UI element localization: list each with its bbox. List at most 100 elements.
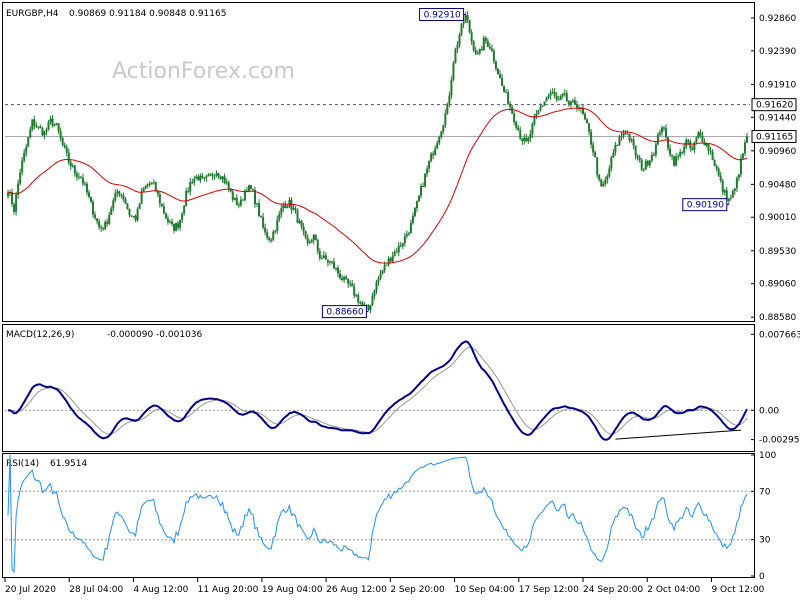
candle-body: [735, 177, 738, 189]
candle-body: [411, 215, 414, 224]
candle-body: [85, 183, 88, 193]
candle-body: [373, 290, 376, 296]
candle-body: [87, 192, 90, 197]
x-tick-label: 20 Jul 2020: [5, 585, 56, 595]
candle-body: [31, 119, 34, 130]
candle-body: [699, 132, 702, 136]
candle-body: [436, 143, 439, 149]
candle-body: [302, 226, 305, 232]
candle-body: [116, 191, 119, 194]
candle-body: [531, 123, 534, 134]
candle-body: [628, 134, 631, 141]
candle-body: [667, 137, 670, 149]
candle-body: [304, 231, 307, 238]
candle-body: [339, 273, 342, 279]
candle-body: [47, 121, 50, 130]
candle-body: [450, 79, 453, 96]
high-annotation: 0.92910: [424, 10, 461, 20]
candle-body: [569, 101, 572, 105]
candle-body: [136, 208, 139, 220]
candle-body: [201, 175, 204, 178]
rsi-y-label: 100: [759, 451, 776, 461]
candle-body: [395, 251, 398, 253]
candle-body: [490, 48, 493, 51]
candle-body: [600, 179, 603, 187]
candle-body: [126, 203, 129, 209]
candle-body: [217, 173, 220, 177]
candle-body: [689, 141, 692, 149]
candle-body: [588, 123, 591, 132]
candle-body: [102, 228, 105, 230]
candle-body: [630, 139, 633, 141]
candle-body: [156, 190, 159, 195]
candle-body: [114, 193, 117, 201]
candle-body: [73, 165, 76, 174]
candle-body: [59, 131, 62, 138]
candle-body: [191, 182, 194, 184]
candle-body: [484, 37, 487, 42]
candle-body: [719, 175, 722, 181]
candle-body: [673, 156, 676, 166]
candle-body: [575, 104, 578, 108]
candle-body: [456, 44, 459, 50]
candle-body: [549, 92, 552, 96]
candle-body: [162, 206, 165, 214]
candle-body: [438, 137, 441, 144]
candle-body: [221, 176, 224, 180]
candle-body: [280, 208, 283, 215]
candle-body: [527, 138, 530, 142]
candle-body: [148, 183, 151, 185]
candle-body: [351, 283, 354, 287]
candle-body: [428, 161, 431, 169]
candle-body: [652, 154, 655, 156]
candle-body: [223, 176, 226, 184]
candle-body: [108, 214, 111, 224]
candle-body: [683, 146, 686, 153]
candle-body: [337, 267, 340, 274]
rsi-panel-frame: [2, 453, 755, 578]
candle-body: [270, 239, 273, 241]
candle-body: [233, 197, 236, 200]
candle-body: [592, 144, 595, 153]
candle-body: [715, 165, 718, 169]
candle-body: [306, 237, 309, 244]
candle-body: [705, 143, 708, 146]
candle-body: [272, 231, 275, 240]
candle-body: [746, 136, 748, 143]
x-tick-label: 11 Aug 20:00: [198, 585, 259, 595]
candle-body: [381, 270, 384, 274]
candle-body: [154, 182, 157, 191]
low-annotation: 0.88660: [326, 308, 363, 318]
candle-body: [563, 93, 566, 95]
candle-body: [179, 219, 182, 228]
candle-body: [326, 259, 329, 263]
candle-body: [369, 305, 372, 311]
candle-body: [729, 197, 732, 199]
candle-body: [543, 101, 546, 106]
candle-body: [407, 233, 410, 235]
candle-body: [701, 135, 704, 143]
candle-body: [559, 95, 562, 100]
candle-body: [537, 110, 540, 114]
x-tick-label: 19 Aug 04:00: [262, 585, 323, 595]
candle-body: [53, 124, 56, 126]
candle-body: [397, 245, 400, 253]
candle-body: [349, 283, 352, 285]
candle-body: [57, 123, 60, 132]
candle-body: [94, 214, 97, 219]
candle-body: [385, 264, 388, 266]
candle-body: [282, 205, 285, 209]
candle-body: [535, 113, 538, 117]
candle-body: [288, 199, 291, 207]
candle-body: [29, 129, 32, 138]
candle-body: [517, 127, 520, 131]
candle-body: [166, 218, 169, 222]
candle-body: [448, 95, 451, 104]
candle-body: [243, 190, 246, 200]
macd-plot: [5, 340, 750, 441]
macd-divergence-line: [615, 429, 741, 440]
chart-title: EURGBP,H4: [6, 9, 59, 19]
candle-body: [110, 208, 113, 215]
macd-signal-line: [7, 346, 748, 435]
candle-body: [371, 295, 374, 306]
